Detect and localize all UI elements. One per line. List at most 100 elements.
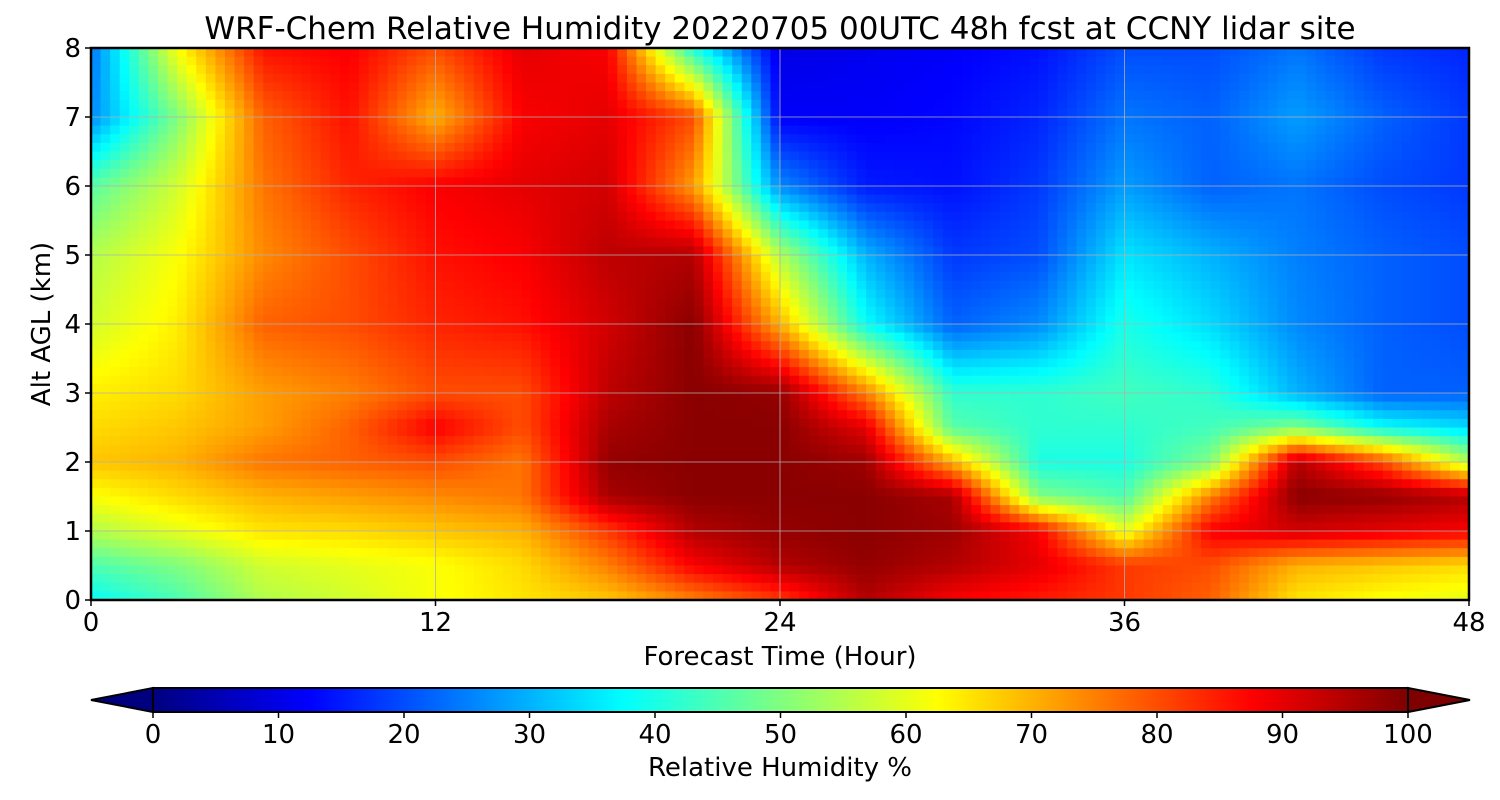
heatmap-cell <box>1392 168 1403 178</box>
heatmap-cell <box>856 211 867 222</box>
heatmap-cell <box>1057 177 1068 187</box>
heatmap-cell <box>1028 220 1039 230</box>
heatmap-cell <box>942 306 953 316</box>
heatmap-cell <box>1239 56 1250 66</box>
heatmap-cell <box>454 289 465 299</box>
heatmap-cell <box>933 134 944 144</box>
heatmap-cell <box>483 177 494 187</box>
heatmap-cell <box>1373 289 1384 299</box>
heatmap-cell <box>713 117 724 127</box>
heatmap-cell <box>1220 82 1231 92</box>
heatmap-cell <box>397 56 408 66</box>
heatmap-cell <box>368 306 379 316</box>
heatmap-cell <box>531 117 542 127</box>
heatmap-cell <box>846 229 858 239</box>
heatmap-cell <box>186 211 197 222</box>
heatmap-cell <box>923 194 934 204</box>
heatmap-cell <box>234 91 245 101</box>
heatmap-cell <box>789 229 800 239</box>
heatmap-cell <box>1440 142 1451 153</box>
heatmap-cell <box>138 306 150 316</box>
heatmap-cell <box>464 203 475 213</box>
heatmap-cell <box>435 306 446 316</box>
heatmap-cell <box>894 315 905 325</box>
heatmap-cell <box>894 108 905 118</box>
heatmap-cell <box>1143 280 1154 291</box>
heatmap-cell <box>665 56 676 66</box>
heatmap-cell <box>837 246 848 256</box>
heatmap-cell <box>741 99 752 109</box>
heatmap-cell <box>588 186 599 196</box>
heatmap-cell <box>263 324 274 334</box>
heatmap-cell <box>550 203 561 213</box>
heatmap-cell <box>751 108 762 118</box>
heatmap-cell <box>588 306 599 316</box>
heatmap-cell <box>148 220 159 230</box>
heatmap-cell <box>531 211 542 222</box>
heatmap-cell <box>512 56 523 66</box>
heatmap-cell <box>1287 255 1298 265</box>
heatmap-cell <box>1268 255 1279 265</box>
heatmap-cell <box>387 229 398 239</box>
heatmap-cell <box>531 229 542 239</box>
heatmap-cell <box>397 220 408 230</box>
heatmap-cell <box>1459 332 1469 342</box>
heatmap-cell <box>923 306 934 316</box>
heatmap-cell <box>1057 99 1068 109</box>
heatmap-cell <box>1067 151 1078 161</box>
heatmap-cell <box>780 229 791 239</box>
heatmap-cell <box>1315 82 1327 92</box>
heatmap-cell <box>320 324 331 334</box>
heatmap-cell <box>1382 255 1394 265</box>
heatmap-cell <box>119 65 130 75</box>
heatmap-cell <box>272 229 283 239</box>
heatmap-cell <box>1009 315 1020 325</box>
heatmap-cell <box>502 211 513 222</box>
heatmap-cell <box>875 263 886 273</box>
heatmap-cell <box>167 151 178 161</box>
heatmap-cell <box>1287 48 1298 58</box>
heatmap-cell <box>358 194 370 204</box>
heatmap-cell <box>1258 211 1269 222</box>
heatmap-cell <box>1363 298 1374 308</box>
heatmap-cell <box>780 272 791 282</box>
heatmap-cell <box>933 177 944 187</box>
heatmap-cell <box>1047 91 1059 101</box>
heatmap-cell <box>1430 246 1441 256</box>
heatmap-cell <box>464 151 475 161</box>
heatmap-cell <box>971 306 982 316</box>
heatmap-cell <box>1229 306 1240 316</box>
heatmap-cell <box>913 246 925 256</box>
heatmap-cell <box>157 341 169 351</box>
heatmap-cell <box>1229 332 1240 342</box>
heatmap-cell <box>751 272 762 282</box>
heatmap-cell <box>1095 117 1106 127</box>
heatmap-cell <box>110 306 121 316</box>
heatmap-cell <box>1057 280 1068 291</box>
heatmap-cell <box>148 186 159 196</box>
heatmap-cell <box>224 211 236 222</box>
heatmap-cell <box>665 246 676 256</box>
heatmap-cell <box>894 324 905 334</box>
heatmap-cell <box>732 65 743 75</box>
heatmap-cell <box>732 298 743 308</box>
heatmap-cell <box>282 211 293 222</box>
heatmap-cell <box>885 117 896 127</box>
heatmap-cell <box>301 289 312 299</box>
heatmap-cell <box>1440 289 1451 299</box>
heatmap-cell <box>713 315 724 325</box>
heatmap-cell <box>913 306 925 316</box>
heatmap-cell <box>751 134 762 144</box>
heatmap-cell <box>732 82 743 92</box>
heatmap-cell <box>846 91 858 101</box>
heatmap-cell <box>1028 134 1039 144</box>
heatmap-cell <box>100 186 111 196</box>
heatmap-cell <box>483 117 494 127</box>
heatmap-cell <box>502 56 513 66</box>
heatmap-cell <box>789 263 800 273</box>
heatmap-cell <box>598 341 609 351</box>
heatmap-cell <box>665 151 676 161</box>
heatmap-cell <box>205 315 216 325</box>
heatmap-cell <box>110 99 121 109</box>
heatmap-cell <box>770 298 781 308</box>
